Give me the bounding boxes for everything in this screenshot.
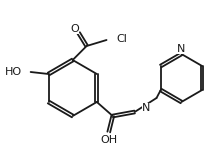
Text: OH: OH (100, 135, 117, 145)
Text: N: N (177, 44, 186, 54)
Text: O: O (70, 24, 79, 34)
Text: N: N (142, 103, 150, 113)
Text: HO: HO (4, 67, 22, 77)
Text: Cl: Cl (117, 34, 127, 44)
